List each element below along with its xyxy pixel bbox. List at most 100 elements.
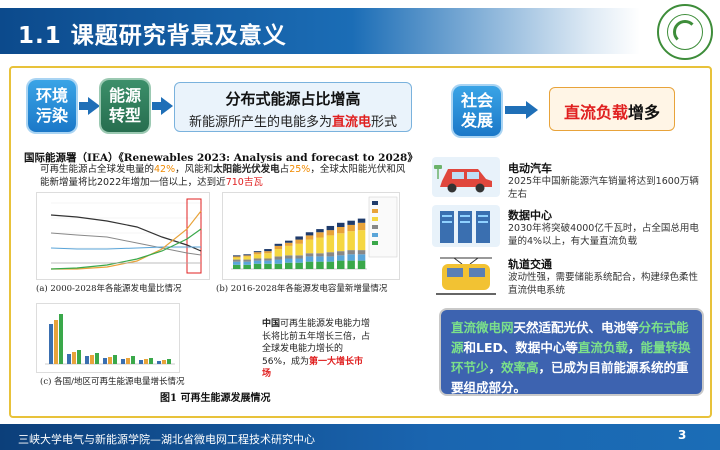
chart-b-bar-segment <box>233 259 241 262</box>
item-title-rail: 轨道交通 <box>508 258 552 271</box>
chart-b-bar-segment <box>243 261 251 265</box>
chart-b-bar-segment <box>326 230 335 236</box>
box-subline-a: 新能源所产生的电能多为 <box>188 115 332 130</box>
arrow-shaft-1 <box>79 102 89 110</box>
arrow-shaft-3 <box>505 106 527 114</box>
chart-b-bar-segment <box>253 260 262 264</box>
chart-c-svg <box>45 314 175 365</box>
chart-c-bar <box>113 355 117 364</box>
chart-b-bar-segment <box>253 251 262 253</box>
chart-b-bar-segment <box>264 253 272 259</box>
chart-b-bar-segment <box>326 225 335 231</box>
dc-load-black: 增多 <box>628 103 661 122</box>
pill-energy-transition-label: 能源转型 <box>108 86 141 125</box>
box-subline-red: 直流电 <box>331 115 371 130</box>
chart-b-bar-segment <box>357 250 366 255</box>
page-title: 1.1 课题研究背景及意义 <box>18 23 287 49</box>
summary-j: ，已成为目前能源系统的重要组成部分。 <box>451 360 689 395</box>
chart-c-bar <box>121 359 125 364</box>
para-v2: 25% <box>289 164 311 175</box>
chart-b-bar-segment <box>274 249 283 257</box>
item-text-ev: 2025年中国新能源汽车销量将达到1600万辆左右 <box>508 176 699 200</box>
chart-b-bar-segment <box>305 261 314 269</box>
para-5: ，全球太阳能光伏和风能新增量将比2022年增加一倍以上，达到近 <box>40 164 406 188</box>
chart-c-bar <box>108 357 112 364</box>
chart-b-bar-segment <box>326 261 335 269</box>
summary-g: 能量转换环节少 <box>451 340 691 375</box>
box-headline: 分布式能源占比增高 <box>225 90 361 108</box>
chart-b-bar-segment <box>337 255 345 261</box>
chart-c-bar <box>85 356 89 364</box>
chart-b-bar-segment <box>347 260 355 269</box>
chart-b-bar-segment <box>264 251 272 254</box>
chart-c-bar <box>90 355 94 364</box>
caption-b: (b) 2016-2028年各能源发电容量新增量情况 <box>216 284 388 294</box>
chart-b-bar-segment <box>295 236 303 240</box>
chart-c-bar <box>162 360 166 364</box>
chart-b-bar-segment <box>274 245 283 250</box>
note-v: 56% <box>262 356 283 367</box>
chart-b-bar-segment <box>337 251 345 256</box>
chart-b-bar-segment <box>357 230 366 251</box>
chart-b-bar-segment <box>347 250 355 255</box>
summary-e: 直流负载 <box>577 340 628 355</box>
footer-text: 三峡大学电气与新能源学院—湖北省微电网工程技术研究中心 <box>18 433 315 446</box>
chart-b-bar-segment <box>253 254 262 259</box>
chart-c-thumbnail <box>36 303 180 373</box>
logo-ring <box>667 14 703 50</box>
distributed-energy-box: 分布式能源占比增高 新能源所产生的电能多为直流电形式 <box>174 82 412 132</box>
para-v1: 42% <box>154 164 176 175</box>
arrow-icon <box>161 97 173 115</box>
chart-c-bar <box>167 359 171 364</box>
summary-c: 分布式能源 <box>451 320 689 355</box>
item-text-rail: 波动性强，需要储能系统配合，构建绿色柔性直流供电系统 <box>508 272 699 296</box>
chart-b-bar-segment <box>295 262 303 269</box>
chart-b-bar-segment <box>316 256 324 262</box>
para-v3: 710吉瓦 <box>225 177 263 188</box>
chart-b-bar-segment <box>264 249 272 252</box>
arrow-icon <box>88 97 100 115</box>
china-growth-note: 中国可再生能源发电能力增长将比前五年增长三倍，占全球发电能力增长的 56%，成为第… <box>262 318 372 381</box>
chart-b-thumbnail <box>222 192 400 280</box>
chart-b-bar-segment <box>285 245 293 256</box>
chart-a-thumbnail <box>36 192 210 280</box>
chart-b-bar-segment <box>295 239 303 244</box>
item-title-dc: 数据中心 <box>508 209 552 222</box>
chart-b-bar-segment <box>243 255 251 257</box>
figure-caption: 图1 可再生能源发展情况 <box>160 393 271 404</box>
chart-b-bar-segment <box>264 263 272 269</box>
note-bold: 中国 <box>262 319 281 329</box>
data-center-icon <box>432 205 500 247</box>
chart-b-bar-segment <box>337 222 345 227</box>
chart-c-bar <box>157 361 161 364</box>
note-t2: ，成为 <box>282 356 310 367</box>
pill-environment: 环境污染 <box>28 80 76 132</box>
chart-a-svg <box>50 198 202 274</box>
slide-header: 1.1 课题研究背景及意义 <box>0 0 720 62</box>
chart-b-bar-segment <box>243 264 251 269</box>
item-text-dc: 2030年将突破4000亿千瓦时，占全国总用电量的4%以上，有大量直流负载 <box>508 223 699 247</box>
chart-b-bar-segment <box>305 253 314 257</box>
chart-c-bar <box>59 314 63 364</box>
rail-transit-svg <box>436 257 496 295</box>
chart-c-bar <box>139 360 143 364</box>
arrow-icon <box>526 101 538 119</box>
chart-b-bar-segment <box>264 260 272 264</box>
dc-load-box: 直流负载增多 <box>549 87 675 131</box>
chart-c-bar <box>103 358 107 364</box>
chart-b-bar-segment <box>233 257 241 260</box>
item-title-ev: 电动汽车 <box>508 162 552 175</box>
para-4: 占 <box>279 164 290 175</box>
summary-a: 直流微电网 <box>451 320 514 335</box>
footer-bar <box>0 424 720 450</box>
chart-b-bar-segment <box>285 262 293 269</box>
summary-f: ， <box>627 340 641 355</box>
box-subline: 新能源所产生的电能多为直流电形式 <box>175 111 411 130</box>
chart-b-bar-segment <box>326 256 335 262</box>
chart-b-bar-segment <box>326 252 335 257</box>
note-red: 第一大增长市场 <box>262 356 364 380</box>
logo-arc <box>673 20 697 44</box>
chart-b-bar-segment <box>347 220 355 225</box>
chart-c-bar <box>131 356 135 364</box>
chart-b-bar-segment <box>316 232 324 238</box>
